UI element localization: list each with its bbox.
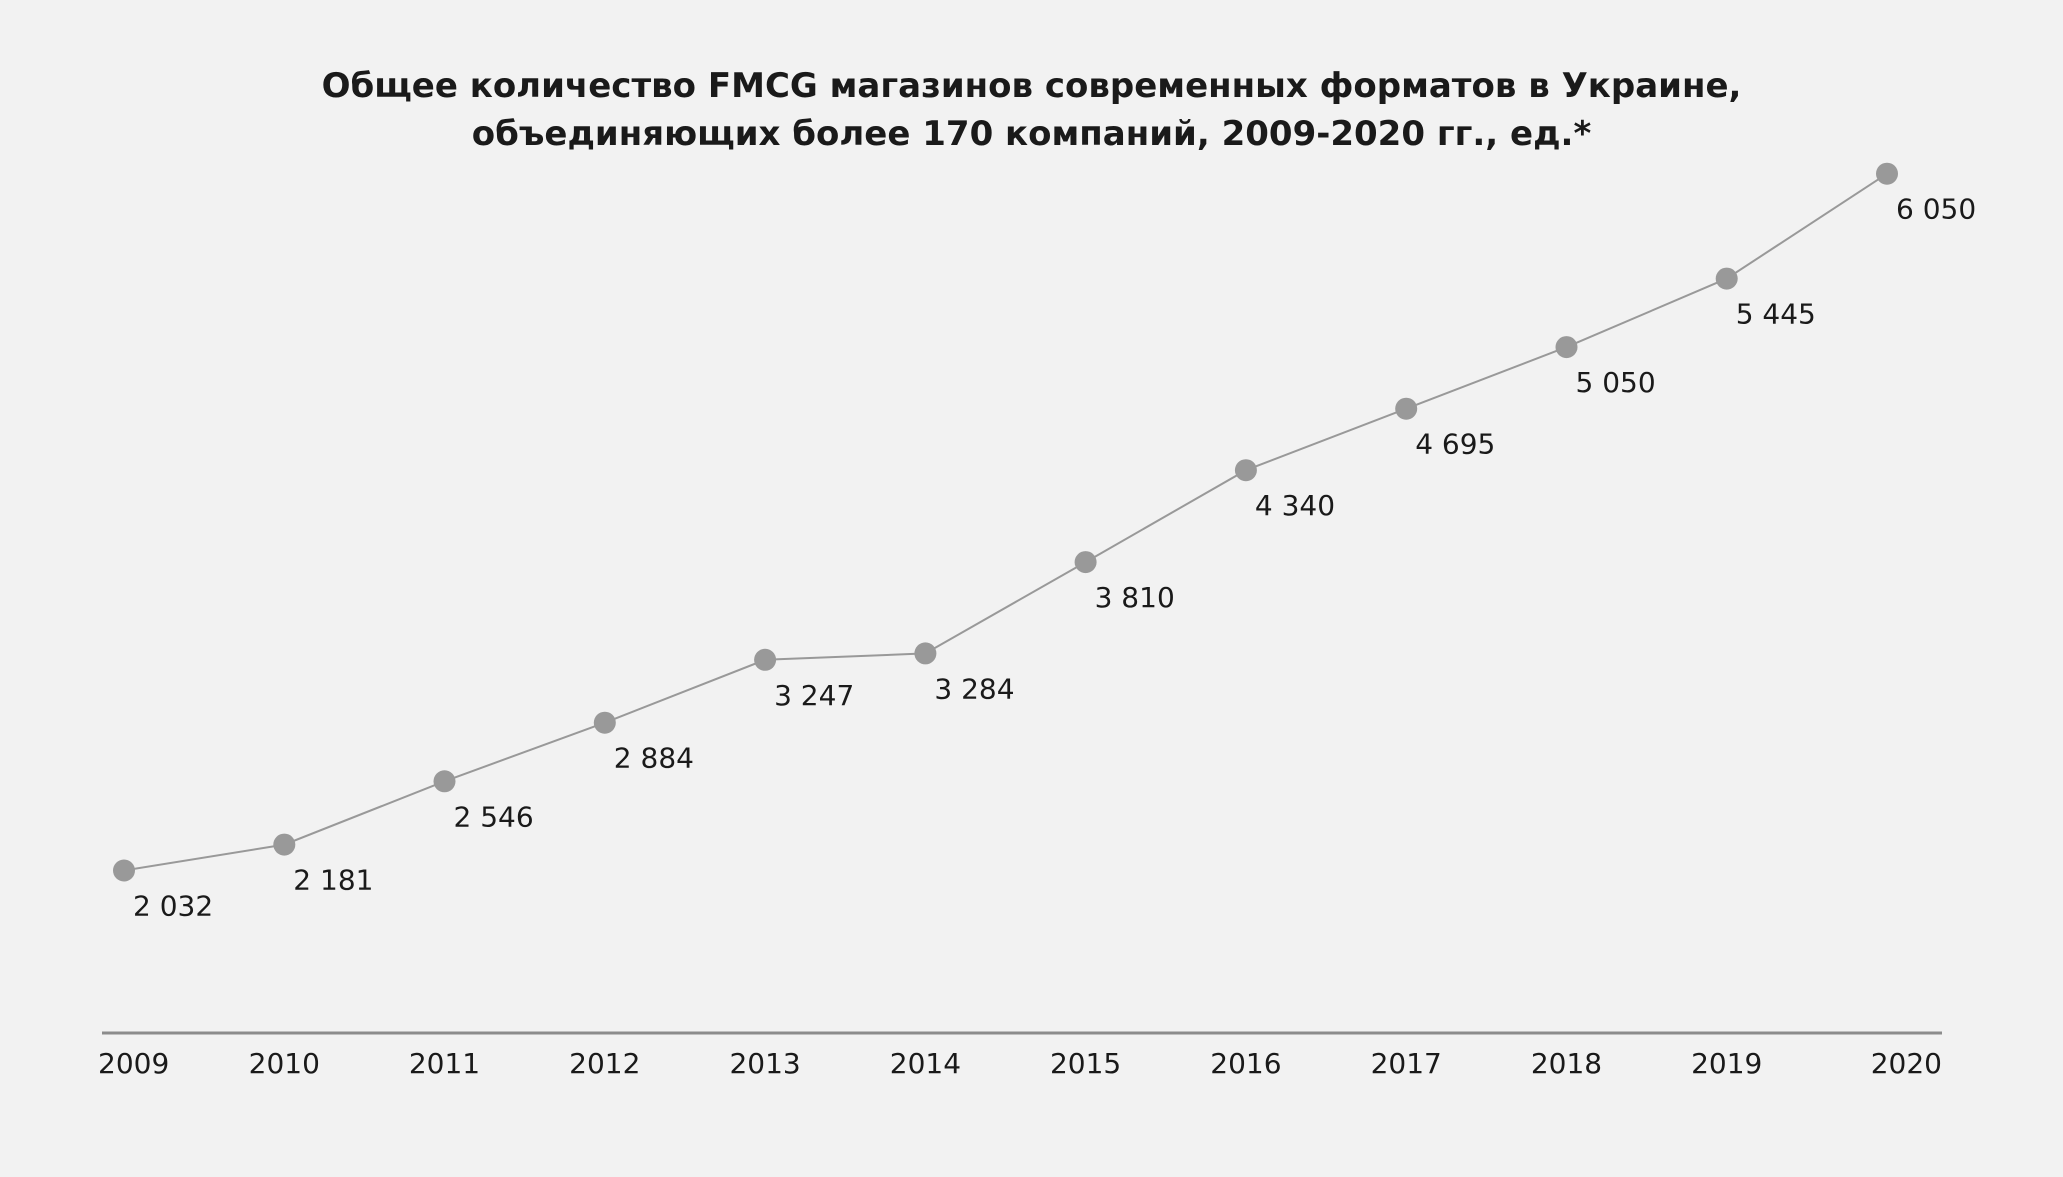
x-tick-label-2019: 2019: [1691, 1047, 1762, 1080]
data-label-2018: 5 050: [1576, 366, 1656, 399]
x-tick-label-2016: 2016: [1210, 1047, 1281, 1080]
data-point-2015: [1074, 551, 1097, 574]
data-label-2011: 2 546: [454, 800, 534, 833]
x-tick-label-2009: 2009: [98, 1047, 169, 1080]
series-group: 2 032 2 181 2 546 2 884 3 247 3 284 3 810 4 340…: [113, 162, 1976, 923]
x-tick-label-2013: 2013: [729, 1047, 800, 1080]
x-tick-label-2014: 2014: [890, 1047, 961, 1080]
data-label-2014: 3 284: [934, 672, 1014, 705]
data-point-2019: [1715, 267, 1738, 290]
data-point-2012: [593, 711, 616, 734]
x-tick-label-2011: 2011: [409, 1047, 480, 1080]
data-label-2017: 4 695: [1415, 428, 1495, 461]
data-point-2014: [914, 642, 937, 665]
chart-title-line-1: Общее количество FMCG магазинов современ…: [321, 66, 1742, 106]
data-label-2012: 2 884: [614, 742, 694, 775]
data-label-2020: 6 050: [1896, 193, 1976, 226]
chart-title-line-2: объединяющих более 170 компаний, 2009-20…: [471, 114, 1592, 154]
x-tick-label-2018: 2018: [1531, 1047, 1602, 1080]
x-tick-label-2012: 2012: [569, 1047, 640, 1080]
data-label-2010: 2 181: [293, 864, 373, 897]
chart-title: Общее количество FMCG магазинов современ…: [0, 62, 2063, 158]
data-point-2011: [433, 770, 456, 793]
data-point-2018: [1555, 336, 1578, 359]
data-label-2019: 5 445: [1736, 298, 1816, 331]
data-label-2016: 4 340: [1255, 489, 1335, 522]
x-tick-label-2010: 2010: [249, 1047, 320, 1080]
x-axis-ticks: 2009 2010 2011 2012 2013 2014 2015 2016 2017 2018…: [98, 1047, 1942, 1080]
data-point-2013: [754, 648, 777, 671]
data-label-2015: 3 810: [1095, 581, 1175, 614]
series-line: [123, 172, 1888, 872]
x-tick-label-2017: 2017: [1371, 1047, 1442, 1080]
data-point-2020: [1876, 162, 1898, 185]
data-point-2009: [113, 859, 135, 882]
data-point-2017: [1395, 397, 1418, 420]
data-label-2013: 3 247: [774, 679, 854, 712]
data-point-2010: [273, 833, 296, 856]
x-tick-label-2020: 2020: [1871, 1047, 1942, 1080]
data-point-2016: [1234, 459, 1257, 482]
x-tick-label-2015: 2015: [1050, 1047, 1121, 1080]
data-label-2009: 2 032: [133, 890, 213, 923]
